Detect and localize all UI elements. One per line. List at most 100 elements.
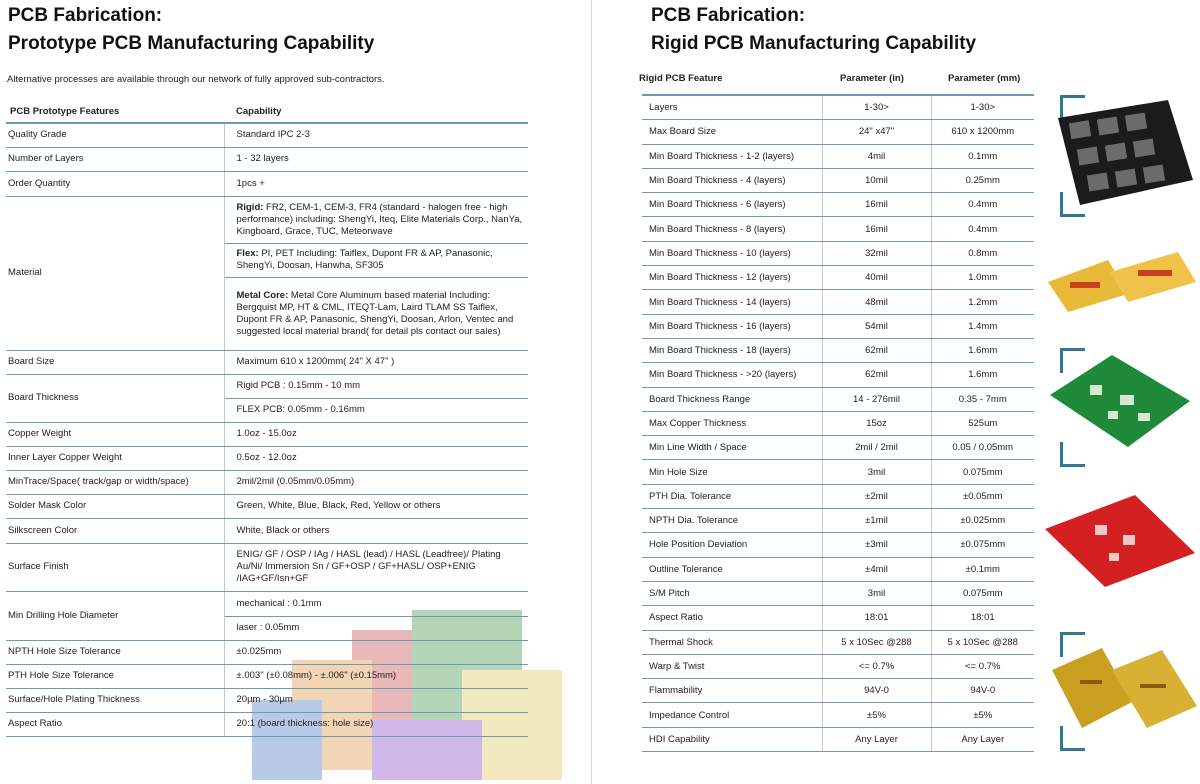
table-row: Min Board Thickness - 1-2 (layers) 4mil 0.… bbox=[642, 144, 1034, 169]
table-row: Min Line Width / Space 2mil / 2mil 0.05 / … bbox=[642, 435, 1034, 461]
parameter-in-cell: 24" x47" bbox=[821, 119, 931, 145]
capability-cell: Maximum 610 x 1200mm( 24" X 47" ) bbox=[224, 350, 528, 375]
capability-cell: FLEX PCB: 0.05mm - 0.16mm bbox=[224, 398, 528, 423]
capability-cell: Green, White, Blue, Black, Red, Yellow o… bbox=[224, 494, 528, 519]
feature-cell: Min Board Thickness - 12 (layers) bbox=[642, 265, 822, 291]
feature-cell: Min Board Thickness - 16 (layers) bbox=[642, 314, 822, 339]
parameter-in-cell: 15oz bbox=[821, 411, 931, 437]
parameter-in-cell: ±1mil bbox=[821, 508, 931, 534]
feature-cell: Min Board Thickness - 4 (layers) bbox=[642, 168, 822, 194]
parameter-mm-cell: 1.0mm bbox=[930, 265, 1034, 291]
feature-cell: HDI Capability bbox=[642, 727, 822, 753]
parameter-in-cell: <= 0.7% bbox=[821, 654, 931, 680]
col-header-capability: Capability bbox=[224, 100, 528, 124]
feature-cell: Min Board Thickness - 6 (layers) bbox=[642, 192, 822, 218]
parameter-in-cell: 40mil bbox=[821, 265, 931, 291]
table-row: Min Board Thickness - 10 (layers) 32mil 0.… bbox=[642, 241, 1034, 267]
parameter-in-cell: 18:01 bbox=[821, 605, 931, 631]
parameter-mm-cell: 0.075mm bbox=[930, 459, 1034, 485]
feature-cell: MinTrace/Space( track/gap or width/space… bbox=[6, 470, 225, 495]
capability-cell: mechanical : 0.1mm bbox=[224, 591, 528, 617]
table-row: PTH Dia. Tolerance ±2mil ±0.05mm bbox=[642, 484, 1034, 510]
feature-cell: Min Board Thickness - 14 (layers) bbox=[642, 289, 822, 315]
parameter-mm-cell: <= 0.7% bbox=[930, 654, 1034, 680]
parameter-mm-cell: 1.6mm bbox=[930, 362, 1034, 388]
table-row: Min Board Thickness - 8 (layers) 16mil 0.4… bbox=[642, 216, 1034, 242]
capability-cell: 0.5oz - 12.0oz bbox=[224, 446, 528, 471]
feature-cell: Board Size bbox=[6, 350, 225, 375]
table-row: Max Copper Thickness 15oz 525um bbox=[642, 411, 1034, 437]
table-row: HDI Capability Any Layer Any Layer bbox=[642, 727, 1034, 753]
parameter-mm-cell: 0.1mm bbox=[930, 144, 1034, 169]
material-rigid-cell: Rigid: FR2, CEM-1, CEM-3, FR4 (standard … bbox=[224, 196, 528, 244]
parameter-in-cell: 3mil bbox=[821, 459, 931, 485]
feature-cell: Surface Finish bbox=[6, 543, 225, 592]
table-row: Outline Tolerance ±4mil ±0.1mm bbox=[642, 557, 1034, 582]
feature-cell: Min Board Thickness - >20 (layers) bbox=[642, 362, 822, 388]
feature-cell: Aspect Ratio bbox=[642, 605, 822, 631]
table-row: Min Board Thickness - >20 (layers) 62mil 1… bbox=[642, 362, 1034, 388]
parameter-in-cell: 94V-0 bbox=[821, 678, 931, 704]
col-header-parameter-in: Parameter (in) bbox=[840, 73, 904, 84]
yellow-flex-pcb-image bbox=[1048, 252, 1196, 312]
feature-cell: PTH Dia. Tolerance bbox=[642, 484, 822, 510]
feature-cell: Warp & Twist bbox=[642, 654, 822, 680]
feature-cell: PTH Hole Size Tolerance bbox=[6, 664, 225, 689]
material-flex-text: PI, PET Including: Taiflex, Dupont FR & … bbox=[236, 248, 493, 271]
parameter-mm-cell: 0.4mm bbox=[930, 192, 1034, 218]
parameter-in-cell: 16mil bbox=[821, 216, 931, 242]
feature-cell: Board Thickness Range bbox=[642, 387, 822, 412]
parameter-mm-cell: ±0.1mm bbox=[930, 557, 1034, 582]
feature-cell: Outline Tolerance bbox=[642, 557, 822, 582]
table-row: Max Board Size 24" x47" 610 x 1200mm bbox=[642, 119, 1034, 145]
parameter-mm-cell: 0.05 / 0.05mm bbox=[930, 435, 1034, 461]
parameter-mm-cell: 610 x 1200mm bbox=[930, 119, 1034, 145]
parameter-mm-cell: 0.4mm bbox=[930, 216, 1034, 242]
table-row: Flammability 94V-0 94V-0 bbox=[642, 678, 1034, 704]
feature-cell: Number of Layers bbox=[6, 147, 225, 172]
feature-cell: NPTH Hole Size Tolerance bbox=[6, 640, 225, 665]
table-row: Hole Position Deviation ±3mil ±0.075mm bbox=[642, 532, 1034, 558]
parameter-in-cell: 10mil bbox=[821, 168, 931, 194]
capability-cell: ENIG/ GF / OSP / IAg / HASL (lead) / HAS… bbox=[224, 543, 528, 592]
feature-cell: Min Drilling Hole Diameter bbox=[6, 591, 225, 641]
capability-cell: 20µm - 30µm bbox=[224, 688, 528, 713]
material-metal-label: Metal Core: bbox=[236, 289, 289, 301]
parameter-in-cell: 4mil bbox=[821, 144, 931, 169]
parameter-mm-cell: ±0.075mm bbox=[930, 532, 1034, 558]
feature-cell: Min Board Thickness - 8 (layers) bbox=[642, 216, 822, 242]
parameter-in-cell: 1-30> bbox=[821, 94, 931, 121]
feature-cell: NPTH Dia. Tolerance bbox=[642, 508, 822, 534]
table-row: Warp & Twist <= 0.7% <= 0.7% bbox=[642, 654, 1034, 680]
parameter-in-cell: Any Layer bbox=[821, 727, 931, 753]
table-row: Min Board Thickness - 4 (layers) 10mil 0.2… bbox=[642, 168, 1034, 194]
capability-cell: Standard IPC 2-3 bbox=[224, 123, 528, 148]
rigid-capability-table: Layers 1-30> 1-30> Max Board Size 24" x47" 61… bbox=[642, 94, 1034, 753]
table-row: Layers 1-30> 1-30> bbox=[642, 94, 1034, 121]
parameter-mm-cell: ±5% bbox=[930, 702, 1034, 728]
capability-cell: laser : 0.05mm bbox=[224, 616, 528, 641]
feature-cell: S/M Pitch bbox=[642, 581, 822, 607]
left-intro: Alternative processes are available thro… bbox=[7, 74, 385, 85]
feature-cell: Board Thickness bbox=[6, 374, 225, 423]
feature-cell: Thermal Shock bbox=[642, 630, 822, 655]
parameter-mm-cell: 5 x 10Sec @288 bbox=[930, 630, 1034, 655]
col-header-parameter-mm: Parameter (mm) bbox=[948, 73, 1021, 84]
feature-cell: Hole Position Deviation bbox=[642, 532, 822, 558]
material-flex-label: Flex: bbox=[236, 248, 259, 259]
col-header-feature: PCB Prototype Features bbox=[6, 100, 224, 124]
parameter-mm-cell: 1.6mm bbox=[930, 338, 1034, 364]
page-divider bbox=[591, 0, 592, 784]
feature-cell: Layers bbox=[642, 94, 822, 121]
parameter-mm-cell: 0.8mm bbox=[930, 241, 1034, 267]
feature-cell: Quality Grade bbox=[6, 123, 225, 148]
table-row: S/M Pitch 3mil 0.075mm bbox=[642, 581, 1034, 607]
parameter-in-cell: 54mil bbox=[821, 314, 931, 339]
feature-cell: Order Quantity bbox=[6, 171, 225, 197]
table-row: Aspect Ratio 18:01 18:01 bbox=[642, 605, 1034, 631]
parameter-in-cell: 2mil / 2mil bbox=[821, 435, 931, 461]
parameter-in-cell: 62mil bbox=[821, 362, 931, 388]
table-row: Min Board Thickness - 12 (layers) 40mil 1.… bbox=[642, 265, 1034, 291]
feature-cell: Min Board Thickness - 18 (layers) bbox=[642, 338, 822, 364]
material-flex-cell: Flex: PI, PET Including: Taiflex, Dupont… bbox=[224, 243, 528, 278]
